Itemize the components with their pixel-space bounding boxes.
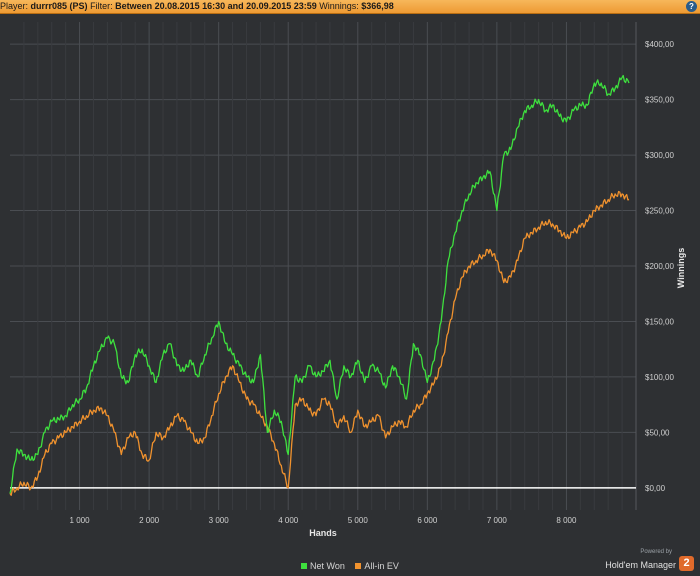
chart-legend: Net Won All-in EV [0,561,700,571]
legend-allin-ev[interactable]: All-in EV [355,561,399,571]
legend-swatch-net-won [301,563,308,569]
filter-label: Filter: [90,1,113,11]
y-tick-label: $350,00 [645,96,674,105]
series-line-allin-ev [9,190,630,496]
x-tick-label: 7 000 [487,516,508,525]
legend-swatch-allin-ev [355,563,362,569]
y-tick-label: $400,00 [645,40,674,49]
player-label: Player: [0,1,29,11]
y-tick-label: $250,00 [645,207,674,216]
filter-value[interactable]: Between 20.08.2015 16:30 and 20.09.2015 … [115,1,317,11]
powered-by: Powered by [640,549,672,555]
y-tick-label: $200,00 [645,262,674,271]
y-tick-label: $150,00 [645,317,674,326]
brand-logo-icon: 2 [679,556,694,572]
brand-name: Hold'em Manager [605,560,676,570]
grid-lines [10,22,637,510]
report-header: Player: durrr085 (PS) Filter: Between 20… [0,0,700,14]
winnings-value: $366,98 [361,1,394,11]
legend-net-won[interactable]: Net Won [301,561,345,571]
legend-label-net-won: Net Won [310,561,345,571]
x-tick-label: 4 000 [278,516,299,525]
x-axis-ticks: 1 000 2 000 3 000 4 000 5 000 6 000 7 000 8 000 [70,516,577,525]
x-tick-label: 1 000 [70,516,91,525]
x-tick-label: 3 000 [209,516,230,525]
series-line-net-won [9,74,630,494]
y-axis-label: Winnings [676,248,686,288]
help-icon[interactable]: ? [686,1,697,12]
x-axis-label: Hands [309,528,337,538]
y-tick-label: $0,00 [645,484,666,493]
brand-block: Powered by Hold'em Manager 2 [605,549,694,573]
y-tick-label: $300,00 [645,151,674,160]
winnings-label: Winnings: [319,1,359,11]
x-tick-label: 8 000 [556,516,577,525]
y-tick-label: $50,00 [645,428,670,437]
x-tick-label: 2 000 [139,516,160,525]
y-axis-ticks: $0,00 $50,00 $100,00 $150,00 $200,00 $250,00 $… [645,40,674,493]
series-lines [9,74,630,496]
x-tick-label: 6 000 [417,516,438,525]
legend-label-allin-ev: All-in EV [364,561,399,571]
x-tick-label: 5 000 [348,516,369,525]
player-value[interactable]: durrr085 (PS) [30,1,88,11]
y-tick-label: $100,00 [645,373,674,382]
